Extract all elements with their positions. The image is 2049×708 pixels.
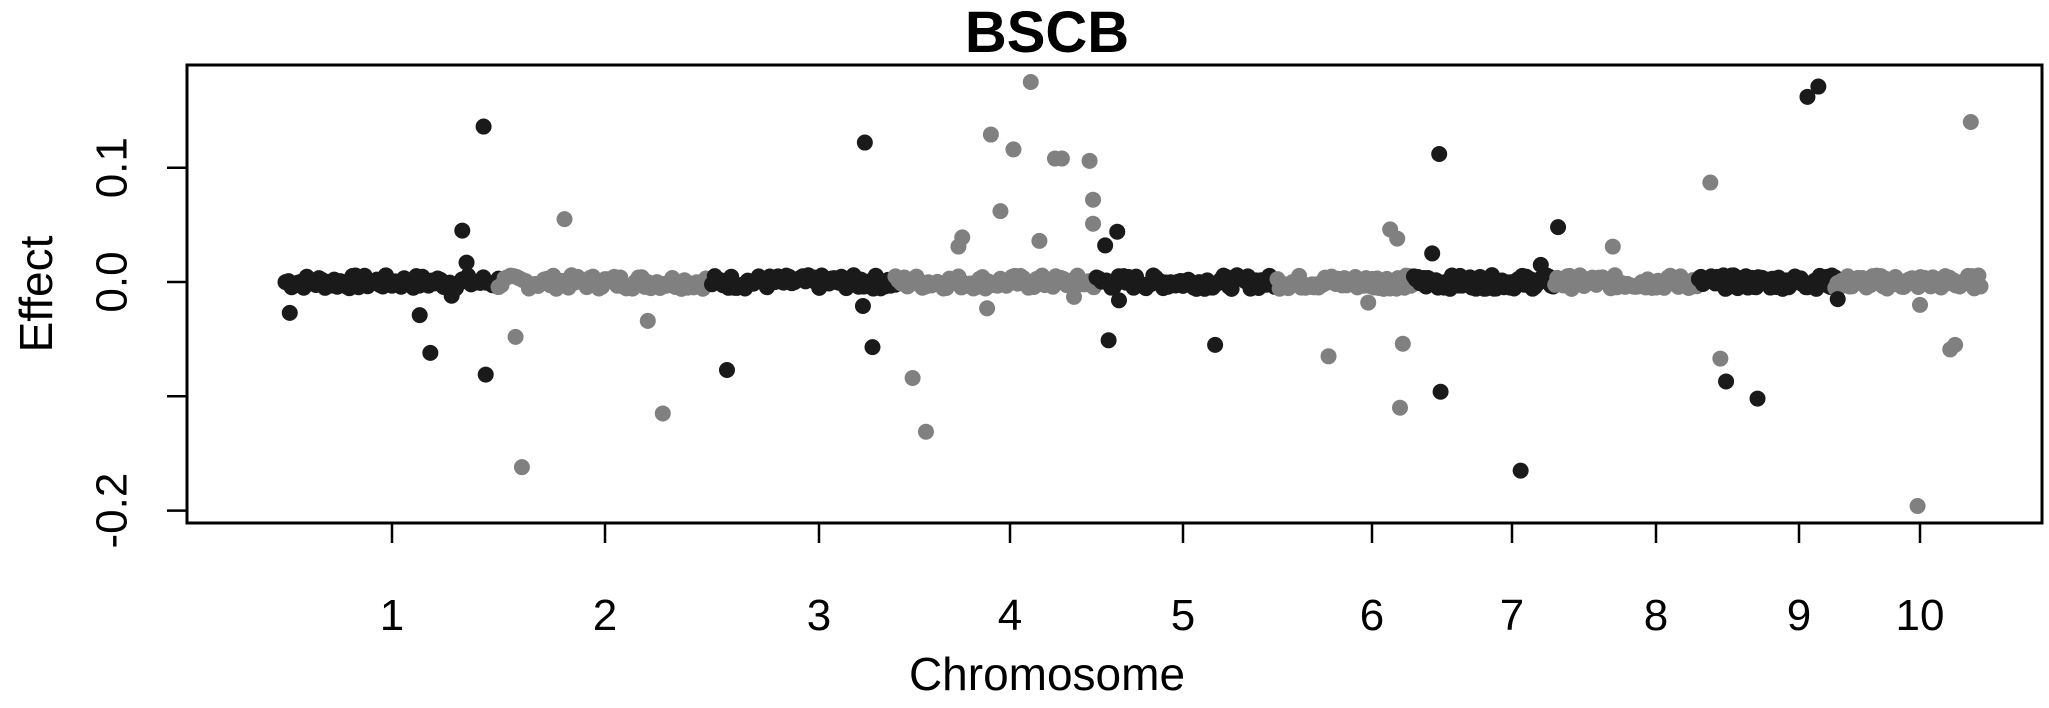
data-point [1320,348,1337,365]
data-point [556,211,573,228]
data-point [992,203,1009,220]
x-tick-label: 9 [1787,591,1811,640]
data-point [1799,88,1816,105]
data-point [1066,288,1083,305]
data-point [1053,150,1070,167]
data-point [1912,296,1928,313]
data-point [281,304,298,321]
data-point [1702,174,1719,191]
data-point [654,405,671,422]
data-point [1389,230,1406,247]
data-point [718,362,735,379]
data-point [1810,78,1827,95]
data-point [904,370,921,387]
data-point [864,339,881,356]
data-point [1085,215,1102,232]
x-tick-label: 8 [1644,591,1668,640]
data-point [1207,336,1224,353]
data-point [1424,245,1441,262]
x-tick-label: 4 [998,591,1022,640]
data-point [1394,335,1411,352]
y-tick-label: 0.1 [88,137,137,198]
data-point [1604,238,1621,255]
x-tick-label: 2 [593,591,617,640]
x-tick-label: 1 [380,591,404,640]
data-point [1947,336,1964,353]
x-tick-label: 6 [1360,591,1384,640]
data-point [1360,294,1377,311]
data-point [1392,399,1408,416]
data-point [1085,191,1102,208]
data-point [856,134,873,151]
data-point [1829,291,1846,308]
data-point [1432,383,1449,400]
data-point [1749,390,1766,407]
data-point [854,298,871,315]
data-point [1712,350,1729,367]
data-point [1532,256,1549,273]
data-point [507,328,524,345]
data-point [1962,113,1979,130]
y-axis: -0.2 0.0 0.1 [88,137,189,549]
data-point [1097,237,1114,254]
baseline-point [1972,278,1989,295]
data-point [1512,462,1529,479]
data-point [1022,73,1039,90]
y-axis-label: Effect [10,235,62,352]
data-point [982,126,999,143]
data-point [1550,219,1567,236]
data-point [1031,232,1048,249]
data-point [1718,373,1735,390]
y-tick-label: -0.2 [88,473,137,549]
x-axis: 1 2 3 4 5 6 7 8 9 10 [380,521,1945,640]
data-point [513,459,530,476]
data-point [458,254,475,271]
data-point [1100,332,1117,349]
data-point [1110,292,1127,309]
data-point [411,307,428,324]
data-point [1431,145,1448,162]
x-tick-label: 10 [1896,591,1945,640]
data-point [1109,223,1126,240]
data-point [454,222,471,239]
x-tick-label: 3 [807,591,831,640]
data-point [917,423,934,440]
data-point [477,366,494,383]
data-point [1081,152,1098,169]
data-point [639,312,656,329]
data-point [979,300,996,317]
data-point [1909,498,1926,515]
y-tick-label: 0.0 [88,251,137,312]
x-tick-label: 7 [1500,591,1524,640]
x-axis-label: Chromosome [909,648,1185,700]
data-point [954,229,971,246]
data-point [1005,141,1022,158]
data-point [443,287,460,304]
chart-title: BSCB [965,0,1129,65]
data-point [475,118,492,135]
x-tick-label: 5 [1171,591,1195,640]
points-layer [277,73,1989,515]
data-point [422,344,439,361]
